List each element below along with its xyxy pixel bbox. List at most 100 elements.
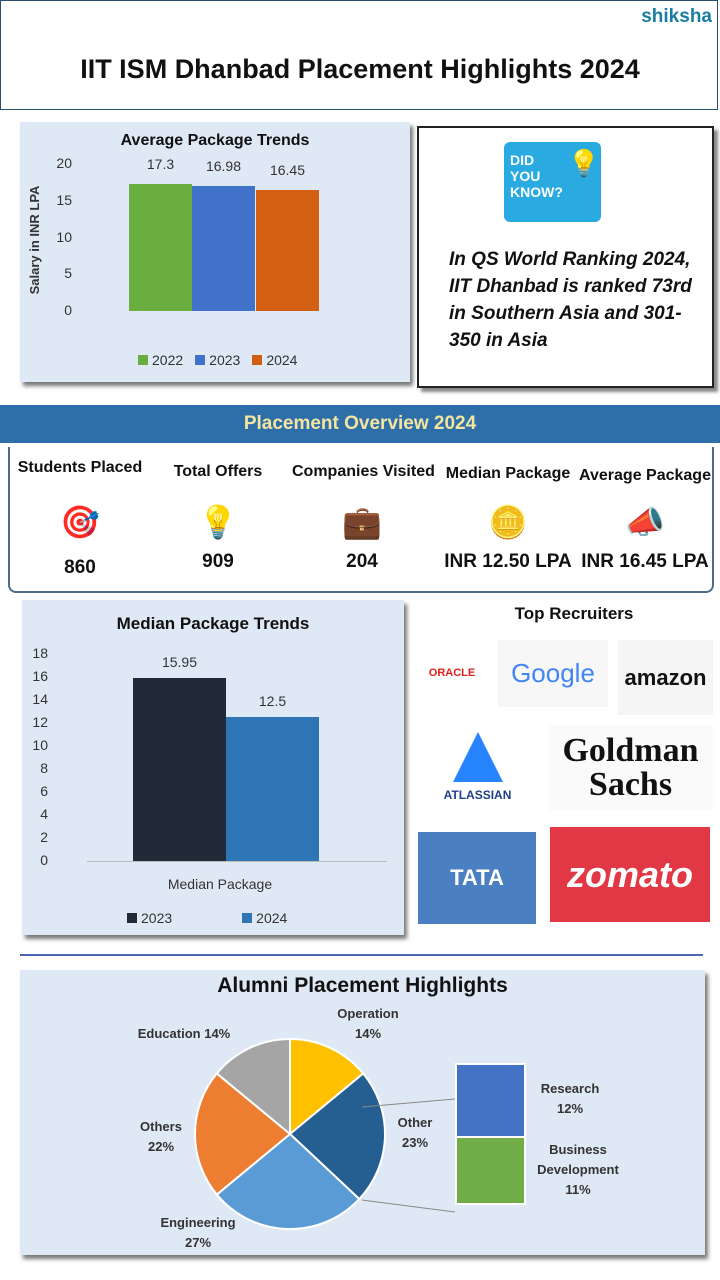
target-icon: 🎯 [60,504,100,540]
google-logo: Google [498,640,608,707]
divider [20,954,703,956]
stat-value: 909 [202,551,234,572]
lightbulb-icon: 💡 [198,504,238,540]
stat-value: INR 16.45 LPA [581,551,709,572]
stat-total-offers: Total Offers 💡 909 [148,463,288,573]
stat-label: Total Offers [173,463,263,480]
legend-label: 2024 [266,352,298,368]
bar-2022 [129,183,192,311]
pie-label-value: 11% [565,1182,591,1197]
pie-label-value: 14% [354,1026,382,1041]
badge-text: KNOW? [510,184,563,200]
stat-average-package: Average Package 📣 INR 16.45 LPA [575,467,715,573]
atlassian-triangle-icon [452,732,503,782]
legend-swatch [138,355,148,365]
did-you-know-text: In QS World Ranking 2024, IIT Dhanbad is… [449,249,692,351]
y-tick: 10 [56,228,72,245]
pie-label-name: Others [140,1119,182,1134]
y-tick: 4 [40,806,48,822]
pie-label-name: Research [540,1081,600,1096]
badge-text: DID [510,152,535,168]
breakdown-bar-0 [455,1063,526,1139]
data-label: 16.45 [269,162,306,179]
chart-title: Average Package Trends [120,132,310,149]
data-label: 16.98 [205,158,242,175]
y-tick: 20 [56,155,72,171]
pie-slice-other [288,1072,386,1201]
bar-2023 [192,186,255,311]
stat-label: Median Package [445,465,571,482]
stat-value: INR 12.50 LPA [444,551,572,572]
shiksha-logo: shiksha [641,6,712,27]
legend-label: 2022 [152,352,184,368]
coins-icon: 🪙 [488,504,528,540]
y-tick: 18 [32,645,48,661]
stats-card: Students Placed 🎯 860 Total Offers 💡 909 Compa… [8,447,714,593]
header [0,0,718,110]
x-axis-line [87,861,387,862]
legend-swatch [127,913,137,923]
megaphone-icon: 📣 [625,504,665,540]
breakdown-bar-1 [455,1136,526,1205]
pie-label: Engineering 27% [148,1213,248,1253]
recruiters-title: Top Recruiters [514,604,634,623]
amazon-logo: amazon [618,640,713,715]
average-package-chart: Average Package Trends Salary in INR LPA… [20,122,410,382]
tata-logo: TATA [418,832,536,924]
chart-title: Median Package Trends [116,614,310,633]
legend-item: 2022 [138,352,183,368]
legend-item: 2024 [252,352,297,368]
stat-label: Average Package [579,467,711,484]
stat-median-package: Median Package 🪙 INR 12.50 LPA [438,465,578,573]
pie-label: Others 22% [126,1117,196,1157]
pie-slice-others [194,1072,292,1196]
y-tick: 2 [40,829,48,845]
y-tick: 14 [32,691,48,707]
pie-label: Research 12% [530,1079,610,1119]
y-tick: 5 [64,265,72,282]
y-tick: 15 [56,191,72,208]
y-tick: 8 [40,760,48,776]
legend-swatch [195,355,206,365]
legend-swatch [252,355,263,365]
pie-label-name: Other [397,1115,433,1130]
pie-label-value: 27% [184,1235,212,1250]
goldman-sachs-logo: Goldman Sachs [548,725,713,810]
page-title: IIT ISM Dhanbad Placement Highlights 202… [80,54,640,84]
pie-label-value: 23% [401,1135,429,1150]
legend-label: 2023 [141,910,173,926]
y-tick: 0 [64,302,72,318]
bar-2024 [256,190,319,311]
pie-label-name: Operation [337,1006,399,1021]
pie-label: Business Development 11% [528,1140,628,1200]
atlassian-text: ATLASSIAN [443,788,512,802]
overview-title: Placement Overview 2024 [0,405,720,443]
category-label: Median Package [167,876,273,892]
pie-slice-operation [289,1037,365,1137]
legend-label: 2024 [256,910,288,926]
stat-value: 860 [64,557,96,578]
pie-label: Other 23% [380,1113,450,1153]
stat-label: Companies Visited [292,463,435,480]
median-package-chart: Median Package Trends 0 2 4 6 8 10 12 14 16 18 15.… [22,600,404,935]
legend-item: 2024 [242,910,287,926]
legend-item: 2023 [195,352,240,368]
legend-label: 2023 [209,352,241,368]
pie-label-name: Business Development [537,1142,619,1177]
atlassian-logo: ATLASSIAN [415,720,540,808]
stat-companies-visited: Companies Visited 💼 204 [292,463,435,573]
data-label: 17.3 [146,155,175,172]
bar-2024 [226,717,319,861]
y-tick: 6 [40,783,48,799]
pie-label: Education 14% [124,1024,244,1044]
pie-label: Operation 14% [318,1004,418,1044]
did-you-know-lightbulb-icon: DID YOU KNOW? 💡 [504,142,601,222]
y-tick: 16 [32,668,48,684]
data-label: 12.5 [258,693,287,710]
data-label: 15.95 [161,653,198,670]
lightbulb-icon: 💡 [567,148,600,178]
connector-line [361,1098,456,1108]
briefcase-icon: 💼 [342,504,382,540]
pie-label-value: 12% [556,1101,584,1116]
